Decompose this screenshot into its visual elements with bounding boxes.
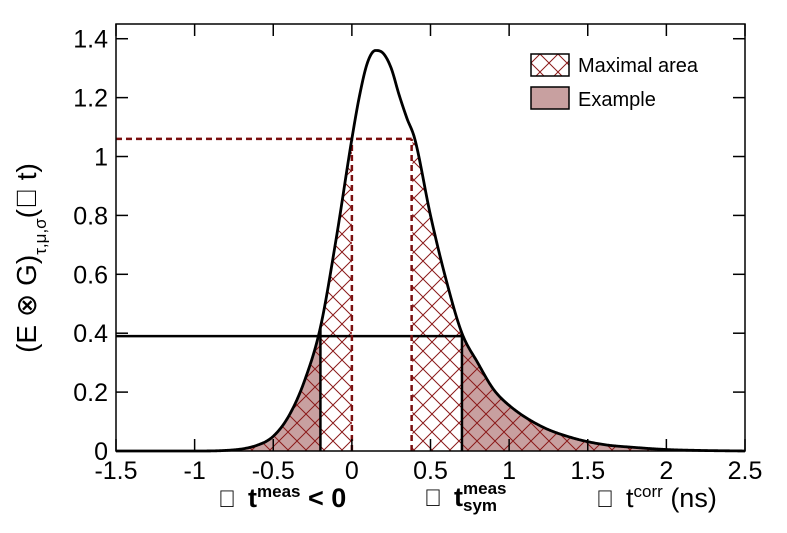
y-tick-label: 0 xyxy=(94,438,108,466)
plot-frame xyxy=(115,23,746,452)
y-tick-label: 0.4 xyxy=(73,320,108,348)
x-label-suffix3: (ns) xyxy=(670,483,717,513)
x-tick-label: 2 xyxy=(659,457,673,485)
delta-glyph-3: 􏰀 xyxy=(596,486,614,513)
x-tick-label: 0 xyxy=(345,457,359,485)
x-tick-label: 1 xyxy=(502,457,516,485)
axis-ticks: -1.5 -1 -0.5 0 0.5 1 1.5 2 2.5 0 0.2 0.4 0.6 0.8 1 1.2 1… xyxy=(73,24,762,485)
x-tick-label: 2.5 xyxy=(728,457,763,485)
x-label-part1: 􏰀 tmeas < 0 xyxy=(218,482,346,514)
x-label-t2: t xyxy=(454,482,463,513)
y-axis-label-main: (E ⊗ G) xyxy=(11,255,42,353)
legend-label-maximal: Maximal area xyxy=(578,55,699,77)
y-tick-label: 1.2 xyxy=(73,85,108,113)
x-label-sup2: meas xyxy=(463,479,507,498)
x-label-t1: t xyxy=(248,483,257,513)
y-axis-label-sub: τ,μ,σ xyxy=(31,218,50,255)
delta-glyph-2: 􏰀 xyxy=(424,485,442,513)
legend: Maximal area Example xyxy=(530,53,699,111)
x-tick-label: 1.5 xyxy=(570,457,605,485)
y-axis-label-arg: (􏰀 t) xyxy=(11,163,42,218)
legend-swatch-maximal xyxy=(530,53,570,77)
x-tick-label: 0.5 xyxy=(413,457,448,485)
x-label-t3: t xyxy=(626,483,634,513)
y-tick-label: 0.6 xyxy=(73,261,108,289)
legend-swatch-example xyxy=(530,86,570,110)
x-label-sup1: meas xyxy=(257,482,301,501)
delta-glyph-1: 􏰀 xyxy=(218,486,236,513)
y-tick-label: 1.4 xyxy=(73,26,108,54)
x-label-suffix1: < 0 xyxy=(308,483,347,513)
x-label-sub2: sym xyxy=(463,496,498,515)
x-label-part2: 􏰀 t meas sym xyxy=(424,479,507,516)
legend-label-example: Example xyxy=(578,89,656,111)
x-tick-label: -1.5 xyxy=(94,457,137,485)
x-tick-label: -0.5 xyxy=(252,457,295,485)
y-tick-label: 1 xyxy=(94,144,108,172)
x-label-part3: 􏰀 tcorr (ns) xyxy=(596,482,717,514)
y-axis-label: (E ⊗ G)τ,μ,σ(􏰀 t) xyxy=(11,163,50,353)
y-tick-label: 0.2 xyxy=(73,379,108,407)
maximal-hatched-region xyxy=(116,131,745,451)
x-tick-label: -1 xyxy=(184,457,206,485)
x-label-sup3: corr xyxy=(633,482,663,501)
y-tick-label: 0.8 xyxy=(73,202,108,230)
